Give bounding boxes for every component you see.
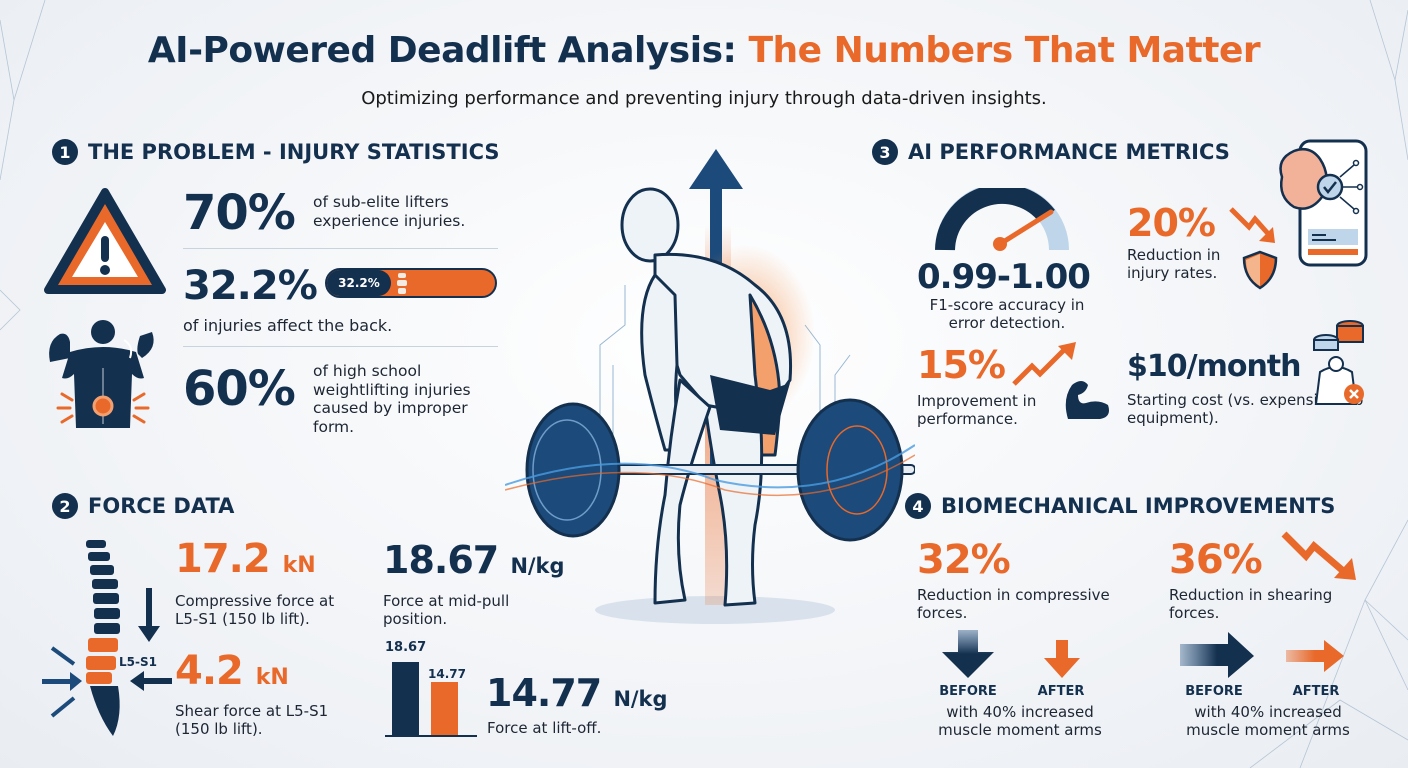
bar-label-liftoff: 14.77 (428, 667, 466, 681)
after-shearing-arrow-icon (1286, 640, 1344, 672)
flexed-arm-icon (1065, 381, 1109, 419)
deadlift-athlete-illustration (505, 149, 915, 624)
bar-label-midpull: 18.67 (385, 640, 427, 655)
shield-icon (1242, 250, 1278, 290)
midpull-force-value: 18.67 N/kg (383, 538, 565, 582)
section-title: BIOMECHANICAL IMPROVEMENTS (941, 494, 1336, 518)
liftoff-force-value: 14.77 N/kg (486, 671, 668, 715)
bar-midpull (392, 662, 419, 735)
spine-force-icon (42, 540, 172, 736)
section-number-badge: 1 (52, 139, 78, 165)
section-title: THE PROBLEM - INJURY STATISTICS (88, 140, 500, 164)
trend-up-arrow-icon (1012, 342, 1076, 386)
ai-brain-phone-icon (1279, 139, 1368, 267)
before-shearing-arrow-icon (1180, 632, 1254, 678)
section-number-badge: 4 (905, 493, 931, 519)
section-number-badge: 3 (872, 139, 898, 165)
progress-bar-fill: 32.2% (327, 270, 391, 296)
back-injury-progress-bar: 32.2% (325, 268, 497, 298)
shearing-reduction-text: Reduction in shearing forces. (1169, 586, 1333, 622)
title-highlight: The Numbers That Matter (748, 30, 1261, 71)
compressive-note: with 40% increased muscle moment arms (938, 703, 1102, 739)
section-title: AI PERFORMANCE METRICS (908, 140, 1230, 164)
spine-label: L5-S1 (119, 655, 157, 669)
chart-baseline (385, 735, 477, 737)
back-pain-icon (49, 320, 154, 428)
stat-70-text: of sub-elite lifters experience injuries… (313, 193, 466, 230)
section-1-header: 1 THE PROBLEM - INJURY STATISTICS (52, 139, 500, 165)
compressive-force-value: 17.2 kN (175, 536, 316, 582)
stat-60-text: of high school weightlifting injuries ca… (313, 362, 471, 436)
warning-triangle-icon (44, 188, 166, 294)
title-main: AI-Powered Deadlift Analysis: (147, 30, 737, 71)
after-compressive-arrow-icon (1044, 640, 1080, 678)
stat-60-value: 60% (183, 361, 296, 417)
bar-liftoff (431, 682, 458, 735)
force-bar-chart: 18.67 14.77 (385, 640, 485, 737)
midpull-force-text: Force at mid-pull position. (383, 592, 510, 628)
section-4-header: 4 BIOMECHANICAL IMPROVEMENTS (905, 493, 1335, 519)
compressive-reduction-text: Reduction in compressive forces. (917, 586, 1110, 622)
section-number-badge: 2 (52, 493, 78, 519)
before-compressive-arrow-icon (942, 630, 994, 678)
after-label: AFTER (1037, 684, 1085, 699)
section-3-header: 3 AI PERFORMANCE METRICS (872, 139, 1230, 165)
page-subtitle: Optimizing performance and preventing in… (361, 88, 1047, 109)
stat-70-value: 70% (183, 185, 296, 241)
accuracy-gauge-icon (935, 188, 1069, 251)
liftoff-force-text: Force at lift-off. (487, 719, 602, 737)
after-label: AFTER (1292, 684, 1340, 699)
injury-reduction-value: 20% (1127, 201, 1216, 245)
divider (183, 248, 498, 249)
section-2-header: 2 FORCE DATA (52, 493, 234, 519)
before-label: BEFORE (939, 684, 997, 699)
injury-reduction-text: Reduction in injury rates. (1127, 246, 1221, 282)
trend-down-arrow-icon (1229, 207, 1275, 243)
cost-text: Starting cost (vs. expensive lab equipme… (1127, 391, 1364, 427)
stat-32-value: 32.2% (183, 263, 318, 309)
page-title: AI-Powered Deadlift Analysis: The Number… (0, 30, 1408, 71)
performance-improvement-text: Improvement in performance. (917, 392, 1037, 428)
compressive-reduction-value: 32% (917, 537, 1011, 583)
f1-score-value: 0.99-1.00 (917, 257, 1091, 297)
lab-equipment-cost-icon (1313, 320, 1364, 405)
performance-improvement-value: 15% (917, 343, 1006, 387)
f1-score-text: F1-score accuracy in error detection. (929, 296, 1085, 332)
vertebra-icon (397, 273, 407, 294)
shearing-reduction-value: 36% (1169, 537, 1263, 583)
cost-value: $10/month (1127, 349, 1302, 384)
shearing-note: with 40% increased muscle moment arms (1186, 703, 1350, 739)
shear-force-value: 4.2 kN (175, 648, 289, 694)
divider (183, 346, 498, 347)
section-title: FORCE DATA (88, 494, 235, 518)
shear-force-text: Shear force at L5-S1 (150 lb lift). (175, 702, 329, 738)
before-label: BEFORE (1185, 684, 1243, 699)
compressive-force-text: Compressive force at L5-S1 (150 lb lift)… (175, 592, 335, 628)
stat-32-text: of injuries affect the back. (183, 316, 393, 335)
trend-down-arrow-icon (1281, 531, 1356, 580)
